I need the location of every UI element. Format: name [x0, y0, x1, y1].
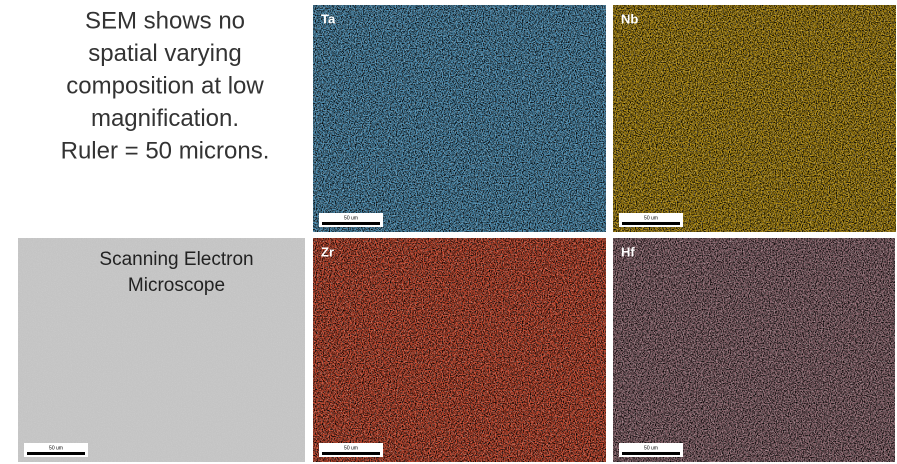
- panel-texture: [313, 5, 606, 232]
- micrograph-panel: Hf 50 um: [613, 238, 895, 462]
- caption-line: composition at low: [66, 72, 264, 99]
- figure: SEM shows no spatial varying composition a…: [0, 0, 897, 464]
- element-label: Nb: [621, 11, 638, 26]
- page: SEM shows no spatial varying composition a…: [0, 0, 897, 464]
- caption-line: spatial varying: [88, 40, 241, 67]
- scale-bar: [322, 222, 380, 225]
- panel-title: Scanning Electron: [99, 249, 253, 270]
- panel-texture: [613, 238, 895, 462]
- scale-bar-label: 50 um: [344, 215, 358, 221]
- scale-bar: [622, 452, 680, 455]
- element-label: Ta: [321, 11, 336, 26]
- panel-title: Microscope: [128, 275, 225, 296]
- panel-texture: [313, 238, 606, 462]
- element-label: Hf: [621, 244, 635, 259]
- micrograph-panel: Nb 50 um: [613, 5, 896, 232]
- caption: SEM shows no spatial varying composition a…: [61, 7, 270, 164]
- scale-bar-label: 50 um: [644, 445, 658, 451]
- caption-line: Ruler = 50 microns.: [61, 137, 270, 164]
- caption-line: SEM shows no: [85, 7, 245, 34]
- element-label: Zr: [321, 244, 334, 259]
- panel-texture: [613, 5, 896, 232]
- scale-bar-label: 50 um: [49, 445, 63, 451]
- caption-line: magnification.: [91, 105, 239, 132]
- micrograph-panel: Ta 50 um: [313, 5, 606, 232]
- micrograph-panel: Scanning Electron Microscope 50 um: [18, 238, 305, 462]
- micrograph-panel: Zr 50 um: [313, 238, 606, 462]
- scale-bar: [622, 222, 680, 225]
- scale-bar-label: 50 um: [344, 445, 358, 451]
- panel-texture: [18, 238, 305, 462]
- scale-bar: [322, 452, 380, 455]
- scale-bar: [27, 452, 85, 455]
- scale-bar-label: 50 um: [644, 215, 658, 221]
